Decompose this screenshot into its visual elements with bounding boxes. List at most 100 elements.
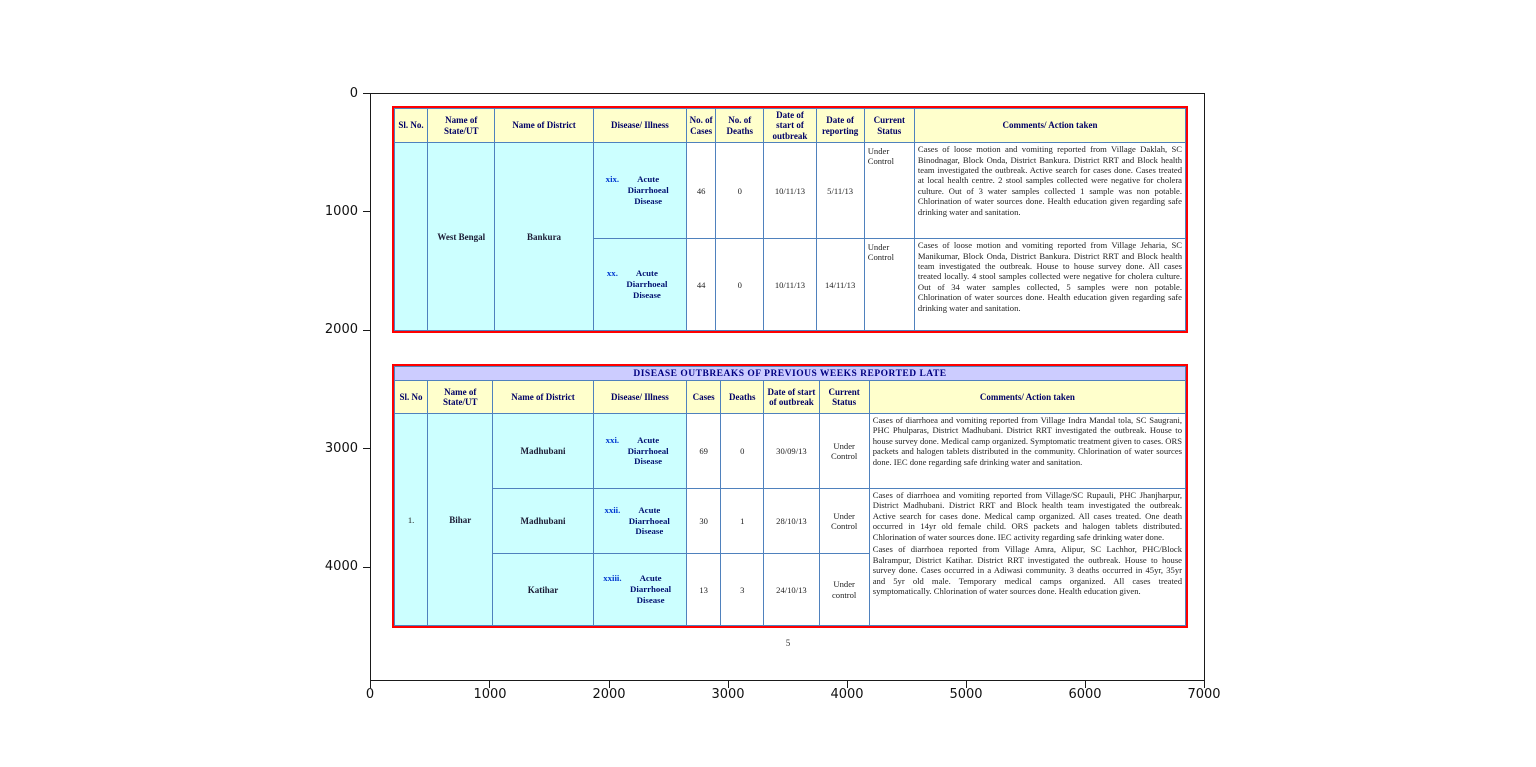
x-tick-mark bbox=[847, 681, 848, 688]
col-header-reporting-date: Date of reporting bbox=[815, 107, 865, 144]
disease-name: Acute Diarrhoeal Disease bbox=[627, 434, 669, 467]
cell-cases: 44 bbox=[686, 238, 717, 332]
cell-comments: Cases of diarrhoea and vomiting reported… bbox=[868, 413, 1187, 489]
cell-cases: 13 bbox=[686, 553, 722, 626]
cell-reporting-date: 5/11/13 bbox=[815, 142, 865, 240]
x-tick-mark bbox=[489, 681, 490, 688]
x-axis-tick-label: 5000 bbox=[949, 687, 983, 702]
cell-status: Under Control bbox=[863, 142, 915, 240]
cell-status: Under Control bbox=[863, 238, 915, 332]
y-axis-tick-label: 3000 bbox=[324, 441, 358, 456]
cell-comments: Cases of loose motion and vomiting repor… bbox=[913, 238, 1187, 332]
col-header-sl-no: Sl. No. bbox=[393, 107, 429, 144]
col-header-disease: Disease/ Illness bbox=[592, 107, 688, 144]
disease-index: xix. bbox=[605, 174, 620, 185]
x-axis-tick-label: 0 bbox=[365, 687, 375, 702]
cell-comments: Cases of loose motion and vomiting repor… bbox=[913, 142, 1187, 240]
disease-index: xxii. bbox=[604, 504, 621, 515]
cell-reporting-date: 14/11/13 bbox=[815, 238, 865, 332]
cell-status: Under Control bbox=[818, 413, 870, 489]
disease-name: Acute Diarrhoeal Disease bbox=[630, 573, 672, 605]
cell-disease: xix. Acute Diarrhoeal Disease bbox=[592, 142, 688, 240]
x-tick-mark bbox=[1204, 681, 1205, 688]
x-tick-mark bbox=[609, 681, 610, 688]
y-tick-mark bbox=[363, 330, 370, 331]
x-tick-mark bbox=[1085, 681, 1086, 688]
y-tick-mark bbox=[363, 567, 370, 568]
x-axis-tick-label: 6000 bbox=[1068, 687, 1102, 702]
y-axis-tick-label: 4000 bbox=[324, 559, 358, 574]
col-header-district: Name of District bbox=[494, 107, 594, 144]
plot-area: Sl. No. Name of State/UT Name of Distric… bbox=[370, 93, 1205, 681]
table-title: DISEASE OUTBREAKS OF PREVIOUS WEEKS REPO… bbox=[394, 366, 1186, 381]
disease-name: Acute Diarrhoeal Disease bbox=[626, 268, 668, 301]
col-header-disease: Disease/ Illness bbox=[592, 380, 688, 414]
disease-index: xxi. bbox=[605, 434, 620, 445]
col-header-start-date: Date of start of outbreak bbox=[763, 107, 817, 144]
y-tick-mark bbox=[363, 211, 370, 212]
page-number: 5 bbox=[785, 638, 791, 648]
col-header-comments: Comments/ Action taken bbox=[913, 107, 1187, 144]
y-axis-tick-label: 1000 bbox=[324, 204, 358, 219]
col-header-deaths: Deaths bbox=[720, 380, 765, 414]
cell-district: Madhubani bbox=[492, 488, 594, 554]
disease-index: xx. bbox=[606, 268, 618, 279]
y-axis-tick-label: 2000 bbox=[324, 322, 358, 337]
cell-cases: 69 bbox=[686, 413, 722, 489]
y-tick-mark bbox=[363, 93, 370, 94]
outbreak-table-current-week: Sl. No. Name of State/UT Name of Distric… bbox=[392, 106, 1188, 334]
col-header-start-date: Date of start of outbreak bbox=[763, 380, 820, 414]
cell-status: Under Control bbox=[818, 488, 870, 554]
col-header-comments: Comments/ Action taken bbox=[868, 380, 1187, 414]
cell-disease: xxii. Acute Diarrhoeal Disease bbox=[592, 488, 688, 554]
y-axis-tick-label: 0 bbox=[349, 86, 358, 101]
cell-district: Katihar bbox=[492, 553, 594, 626]
cell-start-date: 10/11/13 bbox=[763, 238, 817, 332]
outbreak-table-previous-weeks: DISEASE OUTBREAKS OF PREVIOUS WEEKS REPO… bbox=[392, 364, 1188, 628]
col-header-status: Current Status bbox=[863, 107, 915, 144]
cell-deaths: 3 bbox=[720, 553, 765, 626]
x-tick-mark bbox=[966, 681, 967, 688]
col-header-sl-no: Sl. No bbox=[393, 380, 429, 414]
cell-deaths: 0 bbox=[715, 142, 765, 240]
cell-comments: Cases of diarrhoea and vomiting reported… bbox=[868, 488, 1187, 626]
cell-deaths: 0 bbox=[715, 238, 765, 332]
col-header-deaths: No. of Deaths bbox=[715, 107, 765, 144]
cell-status: Under control bbox=[818, 553, 870, 626]
x-axis-tick-label: 3000 bbox=[711, 687, 745, 702]
cell-start-date: 10/11/13 bbox=[763, 142, 817, 240]
cell-state: West Bengal bbox=[427, 142, 496, 332]
disease-name: Acute Diarrhoeal Disease bbox=[627, 174, 669, 207]
y-tick-mark bbox=[363, 448, 370, 449]
col-header-cases: Cases bbox=[686, 380, 722, 414]
cell-cases: 30 bbox=[686, 488, 722, 554]
x-axis-tick-label: 1000 bbox=[473, 687, 507, 702]
cell-state: Bihar bbox=[427, 413, 494, 626]
col-header-district: Name of District bbox=[492, 380, 594, 414]
cell-start-date: 24/10/13 bbox=[763, 553, 820, 626]
cell-start-date: 30/09/13 bbox=[763, 413, 820, 489]
cell-sl-no: 1. bbox=[393, 413, 429, 626]
x-axis-tick-label: 7000 bbox=[1187, 687, 1221, 702]
col-header-state: Name of State/UT bbox=[427, 380, 494, 414]
cell-district: Madhubani bbox=[492, 413, 594, 489]
comments-paragraph: Cases of diarrhoea reported from Village… bbox=[872, 544, 1182, 597]
comments-paragraph: Cases of diarrhoea and vomiting reported… bbox=[872, 490, 1182, 542]
cell-disease: xx. Acute Diarrhoeal Disease bbox=[592, 238, 688, 332]
x-axis-tick-label: 2000 bbox=[592, 687, 626, 702]
disease-index: xxiii. bbox=[603, 573, 622, 584]
x-tick-mark bbox=[370, 681, 371, 688]
col-header-status: Current Status bbox=[818, 380, 870, 414]
col-header-cases: No. of Cases bbox=[686, 107, 717, 144]
cell-deaths: 0 bbox=[720, 413, 765, 489]
col-header-state: Name of State/UT bbox=[427, 107, 496, 144]
cell-district: Bankura bbox=[494, 142, 594, 332]
cell-start-date: 28/10/13 bbox=[763, 488, 820, 554]
x-axis-tick-label: 4000 bbox=[830, 687, 864, 702]
cell-deaths: 1 bbox=[720, 488, 765, 554]
disease-name: Acute Diarrhoeal Disease bbox=[628, 504, 670, 537]
cell-sl-no bbox=[393, 142, 429, 332]
cell-disease: xxi. Acute Diarrhoeal Disease bbox=[592, 413, 688, 489]
cell-disease: xxiii. Acute Diarrhoeal Disease bbox=[592, 553, 688, 626]
